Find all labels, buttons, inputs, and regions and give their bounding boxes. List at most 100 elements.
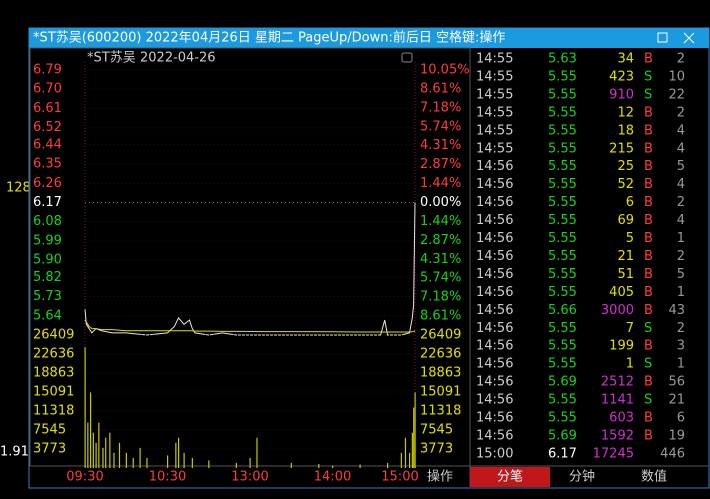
trade-volume: 25 <box>617 159 634 174</box>
trade-volume: 21 <box>617 249 634 264</box>
trade-side: B <box>644 159 653 174</box>
y-tick-label: 18863 <box>33 366 74 381</box>
trade-volume: 6 <box>626 195 634 210</box>
y2-tick-label: 2.87% <box>420 157 461 172</box>
volume-bar <box>98 422 100 468</box>
trade-count: 5 <box>677 267 685 282</box>
tab[interactable]: 分钟 <box>569 469 595 485</box>
volume-bar <box>387 462 389 468</box>
trade-price: 5.55 <box>548 411 577 426</box>
window-title: *ST苏吴(600200) 2022年04月26日 星期二 PageUp/Dow… <box>33 30 505 46</box>
volume-bar <box>125 452 127 468</box>
trade-side: S <box>644 321 652 336</box>
trade-count: 1 <box>677 231 685 246</box>
trade-count: 5 <box>677 159 685 174</box>
title-bar <box>29 28 709 48</box>
trade-time: 14:56 <box>476 195 513 210</box>
trade-time: 14:56 <box>476 339 513 354</box>
trade-count: 6 <box>677 411 685 426</box>
volume-bar <box>84 347 86 468</box>
y-tick-label: 5.90 <box>33 253 62 268</box>
y2-tick-label: 1.44% <box>420 214 461 229</box>
trade-volume: 2512 <box>601 375 634 390</box>
volume-bar <box>191 457 193 468</box>
trade-time: 15:00 <box>476 446 513 461</box>
volume-bar <box>105 437 107 468</box>
trade-count: 10 <box>668 69 685 84</box>
trade-volume: 423 <box>609 69 634 84</box>
trade-price: 5.63 <box>548 52 577 67</box>
trade-side: B <box>644 285 653 300</box>
volume-bar <box>400 452 402 468</box>
trade-price: 5.55 <box>548 321 577 336</box>
trade-time: 14:56 <box>476 428 513 443</box>
trade-volume: 5 <box>626 231 634 246</box>
volume-bar <box>118 442 121 468</box>
y2-tick-label: 2.87% <box>420 233 461 248</box>
trade-volume: 51 <box>617 267 634 282</box>
trade-side: S <box>644 69 652 84</box>
volume-bar <box>92 432 94 468</box>
window <box>28 27 710 489</box>
tab[interactable]: 数值 <box>641 469 667 485</box>
tab-active[interactable] <box>470 467 550 487</box>
chart-icon[interactable] <box>401 52 413 63</box>
trade-volume: 34 <box>617 52 634 67</box>
trade-price: 5.55 <box>548 339 577 354</box>
close-button[interactable] <box>683 32 695 44</box>
y2-tick-label: 8.61% <box>420 81 461 96</box>
y2-tick-label: 5.74% <box>420 119 461 134</box>
trade-price: 5.69 <box>548 428 577 443</box>
trade-volume: 215 <box>609 141 634 156</box>
x-tick-label: 09:30 <box>66 470 103 485</box>
volume-bar <box>178 437 180 468</box>
trade-price: 5.69 <box>548 375 577 390</box>
y-tick-label: 5.73 <box>33 289 62 304</box>
y-tick-label: 6.70 <box>33 82 62 97</box>
y-tick-label: 6.08 <box>33 214 62 229</box>
bg-label: 128 <box>6 181 31 196</box>
trade-volume: 603 <box>609 411 634 426</box>
trade-price: 5.55 <box>548 285 577 300</box>
y-tick-label: 22636 <box>33 347 74 362</box>
volume-bar <box>332 465 334 468</box>
y2-tick-label: 10.05% <box>420 63 470 78</box>
trade-volume: 1141 <box>601 393 634 408</box>
trade-side: S <box>644 87 652 102</box>
trade-count: 2 <box>677 52 685 67</box>
trade-volume: 405 <box>609 285 634 300</box>
trade-count: 21 <box>668 393 685 408</box>
volume-bar <box>132 457 134 468</box>
action-button[interactable]: 操作 <box>427 469 453 485</box>
volume-bar <box>95 442 97 468</box>
trade-count: 56 <box>668 375 685 390</box>
trade-count: 446 <box>660 446 685 461</box>
trade-count: 2 <box>677 195 685 210</box>
price-line <box>84 319 416 333</box>
trade-volume: 52 <box>617 177 634 192</box>
maximize-button[interactable] <box>657 32 668 43</box>
chart-subtitle: 2022-04-26 <box>140 51 216 66</box>
trade-time: 14:55 <box>476 87 513 102</box>
y-tick-label: 5.99 <box>33 233 62 248</box>
trade-volume: 12 <box>617 105 634 120</box>
trade-side: S <box>644 357 652 372</box>
trade-side: B <box>644 177 653 192</box>
trade-side: B <box>644 267 653 282</box>
y-tick-label: 6.61 <box>33 101 62 116</box>
x-tick-label: 14:00 <box>314 470 351 485</box>
trade-count: 3 <box>677 339 685 354</box>
volume-bar <box>413 407 415 468</box>
trade-time: 14:56 <box>476 249 513 264</box>
y-tick-label: 7545 <box>33 423 66 438</box>
y2-tick-label: 11318 <box>420 404 461 419</box>
y2-tick-label: 1.44% <box>420 176 461 191</box>
y-tick-label: 3773 <box>33 441 66 456</box>
trade-time: 14:56 <box>476 267 513 282</box>
trade-count: 4 <box>677 123 685 138</box>
volume-bar <box>404 437 407 468</box>
y2-tick-label: 4.31% <box>420 138 461 153</box>
tab[interactable]: 分笔 <box>497 469 523 485</box>
y2-tick-label: 22636 <box>420 347 461 362</box>
y2-tick-label: 8.61% <box>420 309 461 324</box>
